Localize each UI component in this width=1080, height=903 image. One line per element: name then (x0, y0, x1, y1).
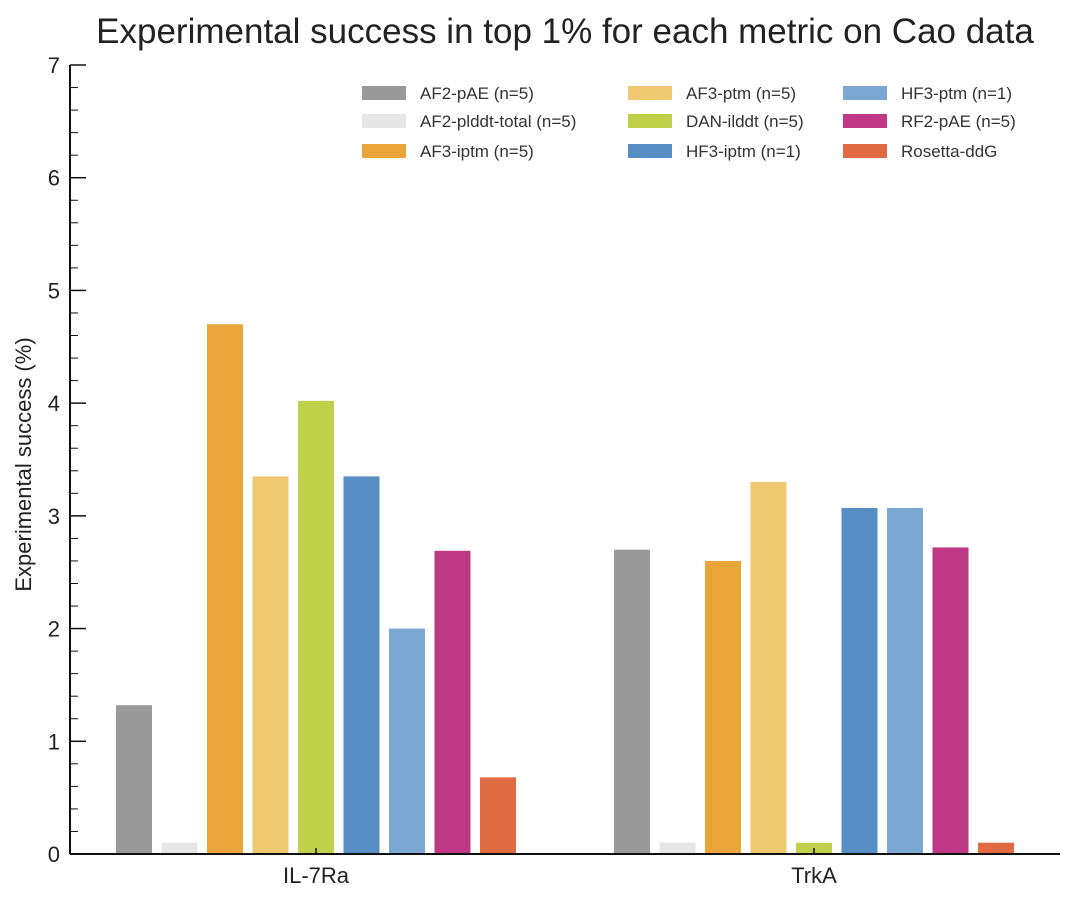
legend-swatch (628, 144, 672, 158)
bar-trka-6 (841, 507, 878, 854)
y-tick-label: 2 (48, 617, 60, 642)
bar-trka-3 (705, 560, 741, 854)
y-tick-label: 4 (48, 391, 60, 416)
legend-swatch (843, 86, 887, 100)
bar-il-7ra-7 (389, 628, 425, 854)
bar-il-7ra-6 (343, 476, 380, 854)
legend-swatch (362, 114, 406, 128)
chart-title: Experimental success in top 1% for each … (96, 12, 1034, 51)
legend-label: AF3-ptm (n=5) (686, 84, 796, 103)
legend-label: Rosetta-ddG (901, 142, 997, 161)
bar-il-7ra-9 (480, 777, 516, 854)
y-tick-label: 3 (48, 504, 60, 529)
legend-swatch (843, 114, 887, 128)
bar-trka-9 (978, 842, 1014, 854)
x-tick-label: TrkA (791, 863, 837, 888)
bar-il-7ra-3 (207, 324, 243, 854)
legend-swatch (362, 144, 406, 158)
legend-swatch (628, 114, 672, 128)
legend-swatch (843, 144, 887, 158)
legend-label: HF3-iptm (n=1) (686, 142, 801, 161)
bar-il-7ra-8 (434, 550, 471, 854)
bar-il-7ra-1 (116, 705, 152, 854)
bar-il-7ra-5 (298, 400, 334, 854)
bar-trka-8 (932, 547, 969, 854)
legend-swatch (628, 86, 672, 100)
y-tick-label: 0 (48, 842, 60, 867)
legend-label: RF2-pAE (n=5) (901, 112, 1016, 131)
y-tick-label: 7 (48, 53, 60, 78)
legend-label: AF2-plddt-total (n=5) (420, 112, 576, 131)
y-tick-label: 6 (48, 166, 60, 191)
x-tick-label: IL-7Ra (283, 863, 350, 888)
legend-swatch (362, 86, 406, 100)
y-tick-label: 5 (48, 278, 60, 303)
bar-il-7ra-4 (252, 476, 289, 854)
legend-label: AF2-pAE (n=5) (420, 84, 534, 103)
legend-label: HF3-ptm (n=1) (901, 84, 1012, 103)
bar-trka-4 (750, 482, 787, 854)
legend-label: DAN-ilddt (n=5) (686, 112, 804, 131)
bar-il-7ra-2 (161, 842, 198, 854)
y-tick-label: 1 (48, 729, 60, 754)
y-axis-label: Experimental success (%) (11, 337, 36, 591)
bar-trka-7 (887, 507, 923, 854)
legend-label: AF3-iptm (n=5) (420, 142, 534, 161)
bar-trka-1 (614, 549, 650, 854)
bar-trka-2 (659, 842, 696, 854)
